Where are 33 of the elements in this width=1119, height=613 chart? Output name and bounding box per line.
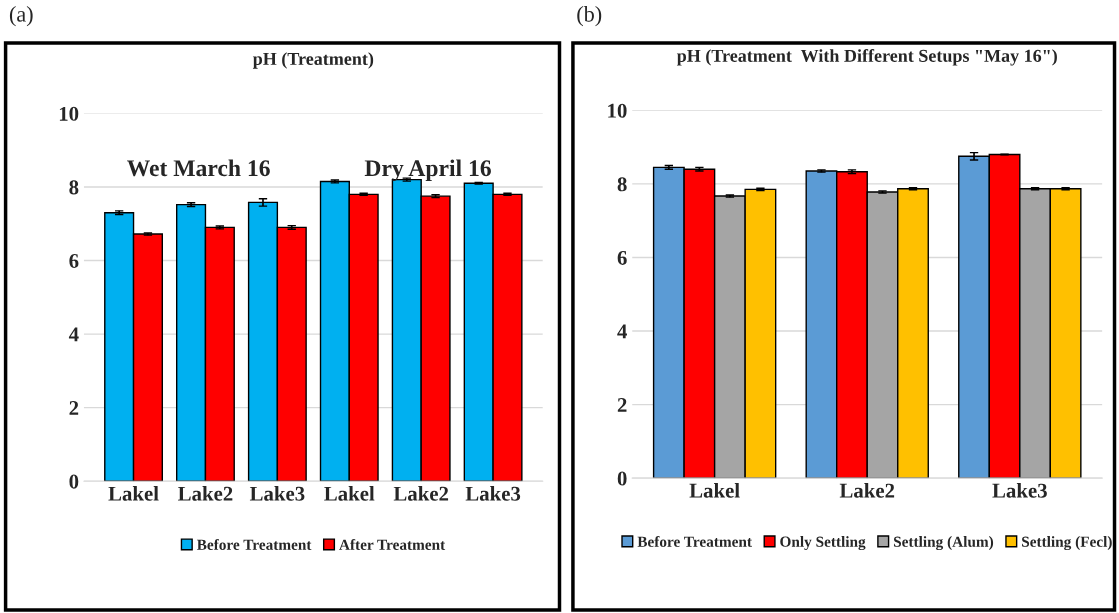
y-tick-label: 0: [69, 474, 79, 489]
y-tick-label: 10: [608, 103, 627, 118]
x-tick-label: Lakel: [324, 486, 375, 501]
annotation: Dry April 16: [364, 159, 491, 182]
x-tick-label: Lake2: [839, 483, 895, 498]
y-tick-label: 10: [59, 106, 79, 121]
x-tick-label: Lake2: [393, 486, 449, 501]
chart-title: pH (Treatment): [252, 52, 374, 69]
legend-label: Before Treatment: [637, 535, 752, 547]
y-tick-label: 6: [617, 250, 627, 265]
legend-label: Before Treatment: [196, 539, 312, 550]
legend-label: Only Settling: [780, 536, 866, 551]
legend-label: Settling (Fecl): [1022, 536, 1112, 551]
chart-title: pH (Treatment With Different Setups "May 16"): [676, 49, 1057, 66]
y-tick-label: 2: [617, 398, 627, 412]
y-tick-label: 4: [617, 324, 627, 339]
text: (a): [9, 6, 33, 27]
x-tick-label: Lake3: [992, 483, 1047, 498]
y-tick-label: 0: [617, 471, 627, 486]
y-tick-label: 8: [69, 180, 79, 195]
x-tick-label: Lake3: [465, 486, 521, 501]
y-tick-label: 2: [69, 401, 79, 415]
legend-label: Settling (Alum): [893, 536, 994, 551]
x-tick-label: Lake2: [178, 486, 233, 501]
x-tick-label: Lakel: [689, 483, 740, 498]
legend-label: After Treatment: [339, 539, 446, 550]
x-tick-label: Lakel: [108, 486, 159, 501]
text: (b): [577, 6, 602, 27]
x-tick-label: Lake3: [249, 486, 305, 501]
annotation: Wet March 16: [127, 159, 270, 177]
y-tick-label: 6: [69, 253, 79, 268]
y-tick-label: 8: [617, 177, 627, 192]
y-tick-label: 4: [68, 327, 79, 342]
